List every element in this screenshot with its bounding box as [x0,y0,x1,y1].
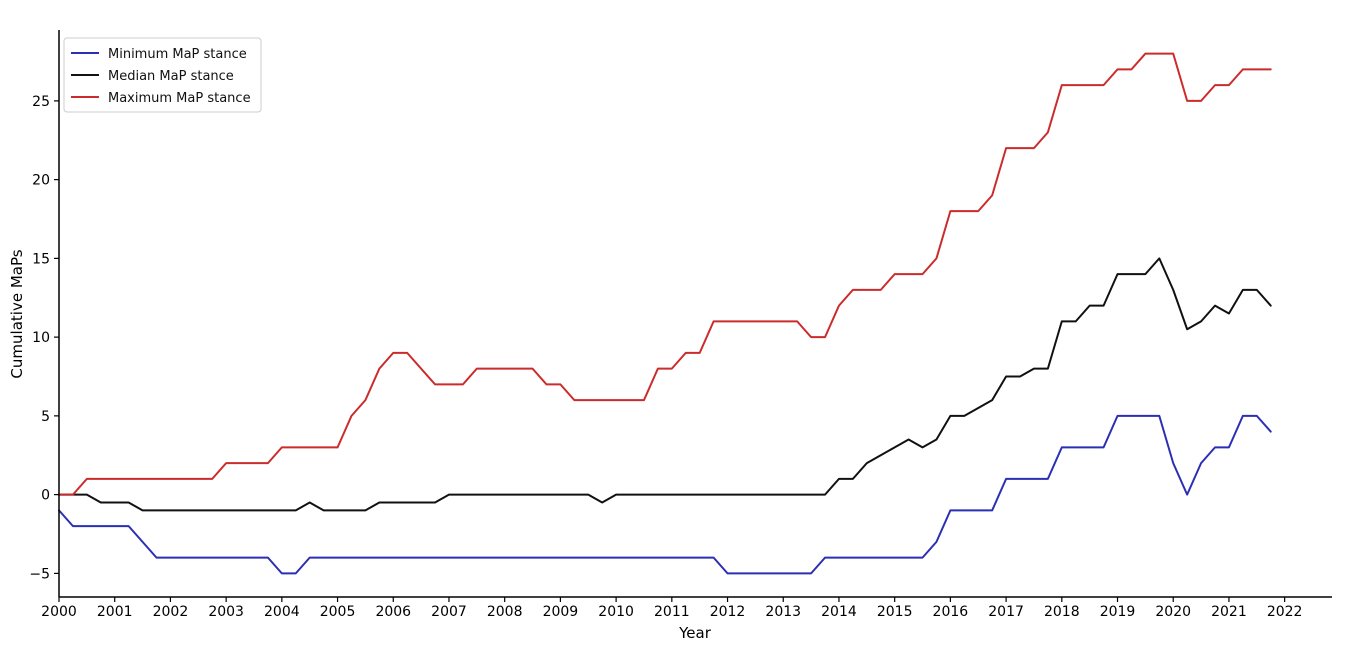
y-tick-label: 15 [32,251,50,267]
x-tick-label: 2015 [877,604,913,620]
legend-label-maximum: Maximum MaP stance [108,91,251,106]
series-layer [58,52,1272,575]
legend-label-median: Median MaP stance [108,69,234,84]
y-ticks: −5 0 5 10 15 20 25 [29,94,59,582]
legend-entry-minimum: Minimum MaP stance [71,47,247,62]
x-tick-label: 2003 [208,604,244,620]
x-tick-label: 2021 [1211,604,1247,620]
x-tick-label: 2017 [988,604,1024,620]
series-line-maximum [58,52,1272,496]
x-tick-label: 2009 [543,604,579,620]
x-ticks: 2000 2001 2002 2003 2004 2005 2006 2007 2008 2009… [41,597,1302,620]
y-tick-label: 25 [32,94,50,110]
x-tick-label: 2008 [487,604,523,620]
x-tick-label: 2019 [1100,604,1136,620]
x-tick-label: 2012 [710,604,746,620]
x-axis-label: Year [678,624,712,642]
x-tick-label: 2006 [375,604,411,620]
y-axis-label: Cumulative MaPs [8,249,26,378]
y-tick-label: 5 [41,409,50,425]
y-tick-label: 20 [32,173,50,189]
x-tick-label: 2001 [97,604,133,620]
legend-entry-maximum: Maximum MaP stance [71,91,251,106]
x-tick-label: 2002 [153,604,189,620]
y-tick-label: 0 [41,488,50,504]
series-line-median [58,257,1272,512]
x-tick-label: 2013 [765,604,801,620]
legend-entry-median: Median MaP stance [71,69,234,84]
x-tick-label: 2022 [1267,604,1303,620]
legend-label-minimum: Minimum MaP stance [108,47,247,62]
y-tick-label: 10 [32,330,50,346]
legend-box [63,37,262,113]
x-tick-label: 2014 [821,604,857,620]
x-tick-label: 2004 [264,604,300,620]
y-tick-label: −5 [29,566,50,582]
x-tick-label: 2000 [41,604,77,620]
x-tick-label: 2018 [1044,604,1080,620]
axes [58,30,1332,598]
x-tick-label: 2007 [431,604,467,620]
x-tick-label: 2020 [1155,604,1191,620]
legend: Minimum MaP stance Median MaP stance Max… [63,37,262,113]
x-tick-label: 2011 [654,604,690,620]
x-tick-label: 2010 [598,604,634,620]
series-line-minimum [58,414,1272,575]
x-tick-label: 2005 [320,604,356,620]
x-tick-label: 2016 [933,604,969,620]
